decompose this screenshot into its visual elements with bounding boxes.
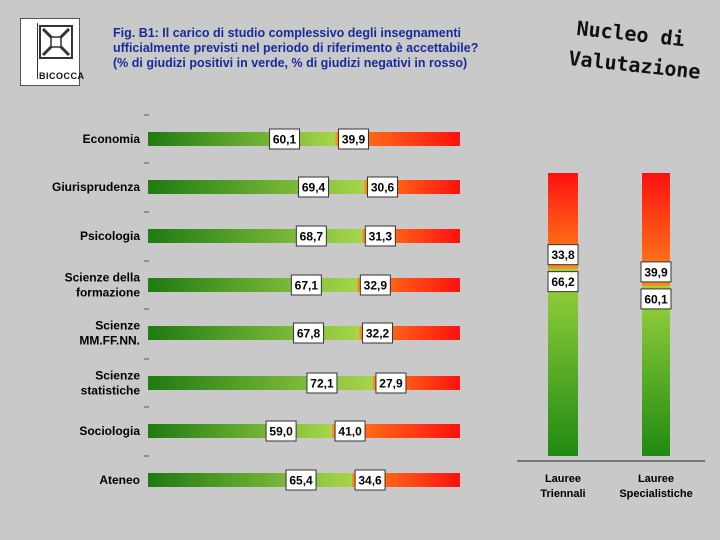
value-label-positive: 68,7	[300, 230, 324, 244]
bar-positive	[148, 473, 353, 487]
bar-positive	[548, 268, 578, 456]
value-label-positive: 67,8	[297, 327, 321, 341]
value-label-box-negative	[640, 261, 672, 283]
logo-side-text-stripe	[25, 23, 38, 79]
category-label: Ateneo	[99, 473, 140, 487]
value-label-positive: 60,1	[644, 292, 668, 306]
value-label-positive: 67,1	[295, 279, 319, 293]
category-label: Economia	[83, 132, 141, 146]
logo-cross-icon	[39, 25, 73, 59]
value-label-negative: 33,8	[551, 248, 575, 262]
value-label-box-negative	[367, 176, 399, 198]
value-label-negative: 32,9	[364, 279, 388, 293]
university-logo: BICOCCA	[20, 18, 85, 86]
value-label-box-negative	[362, 322, 394, 344]
value-label-box-positive	[640, 288, 672, 310]
value-label-positive: 60,1	[273, 133, 297, 147]
title-line-2: ufficialmente previsti nel periodo di ri…	[113, 41, 479, 55]
value-label-negative: 39,9	[342, 133, 366, 147]
value-label-negative: 27,9	[379, 377, 403, 391]
horizontal-bar-chart: Economia 60,1 39,9 Giurisprudenza 69,4 30,6 Ps…	[52, 114, 460, 491]
category-label: Lauree	[638, 473, 674, 485]
value-label-box-negative	[375, 372, 407, 394]
title-line-1: Fig. B1: Il carico di studio complessivo…	[113, 26, 461, 40]
bar-positive	[148, 180, 365, 194]
category-label: Psicologia	[80, 229, 140, 243]
category-label: Scienze	[95, 369, 140, 383]
bar-positive	[148, 376, 373, 390]
category-label: MM.FF.NN.	[79, 334, 140, 348]
category-label: statistiche	[81, 384, 141, 398]
category-label: Specialistiche	[619, 488, 692, 500]
value-label-negative: 34,6	[358, 474, 382, 488]
bar-positive	[642, 285, 670, 456]
category-label: formazione	[76, 286, 140, 300]
category-label: Giurisprudenza	[52, 180, 140, 194]
vertical-bar-chart: 66,2 33,8 Lauree Triennali 60,1 39,9 Lauree Spe…	[517, 173, 705, 500]
value-label-positive: 65,4	[289, 474, 313, 488]
value-label-box-positive	[269, 128, 301, 150]
bar-positive	[148, 278, 358, 292]
category-label: Scienze	[95, 319, 140, 333]
value-label-box-negative	[338, 128, 370, 150]
bar-positive	[148, 326, 360, 340]
category-label: Triennali	[540, 488, 585, 500]
value-label-negative: 41,0	[338, 425, 362, 439]
value-label-box-positive	[285, 469, 317, 491]
chart-title: Fig. B1: Il carico di studio complessivo…	[113, 26, 533, 71]
value-label-box-negative	[334, 420, 366, 442]
bar-positive	[148, 424, 333, 438]
value-label-box-positive	[265, 420, 297, 442]
value-label-box-positive	[290, 274, 322, 296]
category-label: Lauree	[545, 473, 581, 485]
title-line-3: (% di giudizi positivi in verde, % di gi…	[113, 56, 468, 70]
value-label-positive: 66,2	[551, 275, 575, 289]
value-label-negative: 30,6	[371, 181, 395, 195]
category-label: Scienze della	[65, 271, 141, 285]
category-label: Sociologia	[79, 424, 140, 438]
value-label-box-negative	[364, 225, 396, 247]
value-label-negative: 32,2	[366, 327, 390, 341]
bar-positive	[148, 132, 336, 146]
value-label-box-positive	[547, 271, 579, 293]
value-label-box-positive	[298, 176, 330, 198]
logo-text: BICOCCA	[39, 71, 85, 81]
value-label-negative: 39,9	[644, 265, 668, 279]
value-label-box-negative	[354, 469, 386, 491]
value-label-box-positive	[306, 372, 338, 394]
value-label-positive: 72,1	[310, 377, 334, 391]
value-label-positive: 59,0	[269, 425, 293, 439]
value-label-box-positive	[293, 322, 325, 344]
value-label-positive: 69,4	[302, 181, 326, 195]
bar-positive	[148, 229, 363, 243]
value-label-negative: 31,3	[369, 230, 393, 244]
value-label-box-negative	[359, 274, 391, 296]
value-label-box-positive	[295, 225, 327, 247]
value-label-box-negative	[547, 244, 579, 266]
